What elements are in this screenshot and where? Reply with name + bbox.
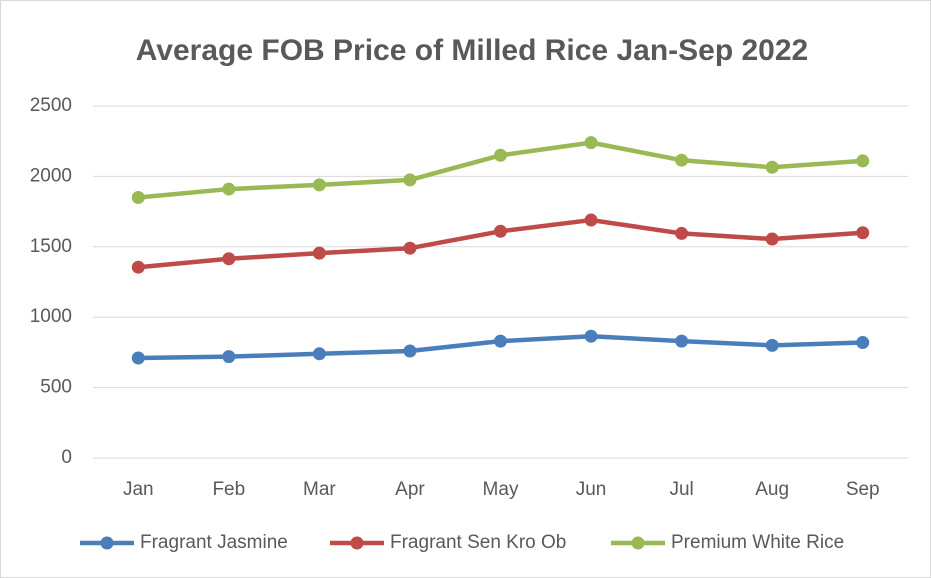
legend-marker: [100, 536, 114, 550]
data-point: [222, 182, 236, 196]
data-point: [403, 173, 417, 187]
data-point: [403, 241, 417, 255]
x-tick-label: Sep: [846, 479, 880, 500]
y-tick-label: 2000: [30, 165, 72, 186]
x-tick-label: Jun: [576, 479, 607, 500]
data-point: [765, 160, 779, 174]
data-point: [222, 350, 236, 364]
data-point: [584, 136, 598, 150]
data-point: [765, 338, 779, 352]
data-point: [494, 148, 507, 162]
data-point: [675, 153, 689, 167]
x-tick-label: Aug: [755, 479, 789, 500]
x-tick-label: May: [483, 479, 519, 500]
y-tick-label: 1500: [30, 236, 72, 257]
data-point: [312, 178, 326, 192]
legend-label: Fragrant Jasmine: [140, 532, 288, 553]
x-tick-label: Jul: [669, 479, 693, 500]
x-tick-label: Jan: [123, 479, 154, 500]
data-point: [403, 344, 417, 358]
data-point: [675, 226, 689, 240]
y-tick-label: 1000: [30, 306, 72, 327]
legend-label: Premium White Rice: [671, 532, 844, 553]
data-point: [494, 334, 507, 348]
legend-marker: [350, 536, 364, 550]
y-tick-label: 0: [61, 447, 72, 468]
x-tick-label: Mar: [303, 479, 336, 500]
data-point: [131, 260, 145, 274]
data-point: [131, 191, 145, 205]
data-point: [131, 351, 145, 365]
data-point: [312, 246, 326, 260]
chart-title: Average FOB Price of Milled Rice Jan-Sep…: [136, 34, 808, 67]
legend-marker: [631, 536, 645, 550]
data-point: [312, 347, 326, 361]
y-tick-label: 2500: [30, 95, 72, 116]
data-point: [856, 226, 870, 240]
data-point: [856, 154, 870, 168]
x-tick-label: Feb: [212, 479, 245, 500]
x-tick-label: Apr: [395, 479, 425, 500]
y-tick-label: 500: [40, 377, 72, 398]
data-point: [222, 252, 236, 266]
data-point: [675, 334, 689, 348]
data-point: [765, 232, 779, 246]
data-point: [856, 336, 870, 350]
data-point: [584, 329, 598, 343]
data-point: [584, 213, 598, 227]
data-point: [494, 224, 507, 238]
legend-label: Fragrant Sen Kro Ob: [390, 532, 566, 553]
